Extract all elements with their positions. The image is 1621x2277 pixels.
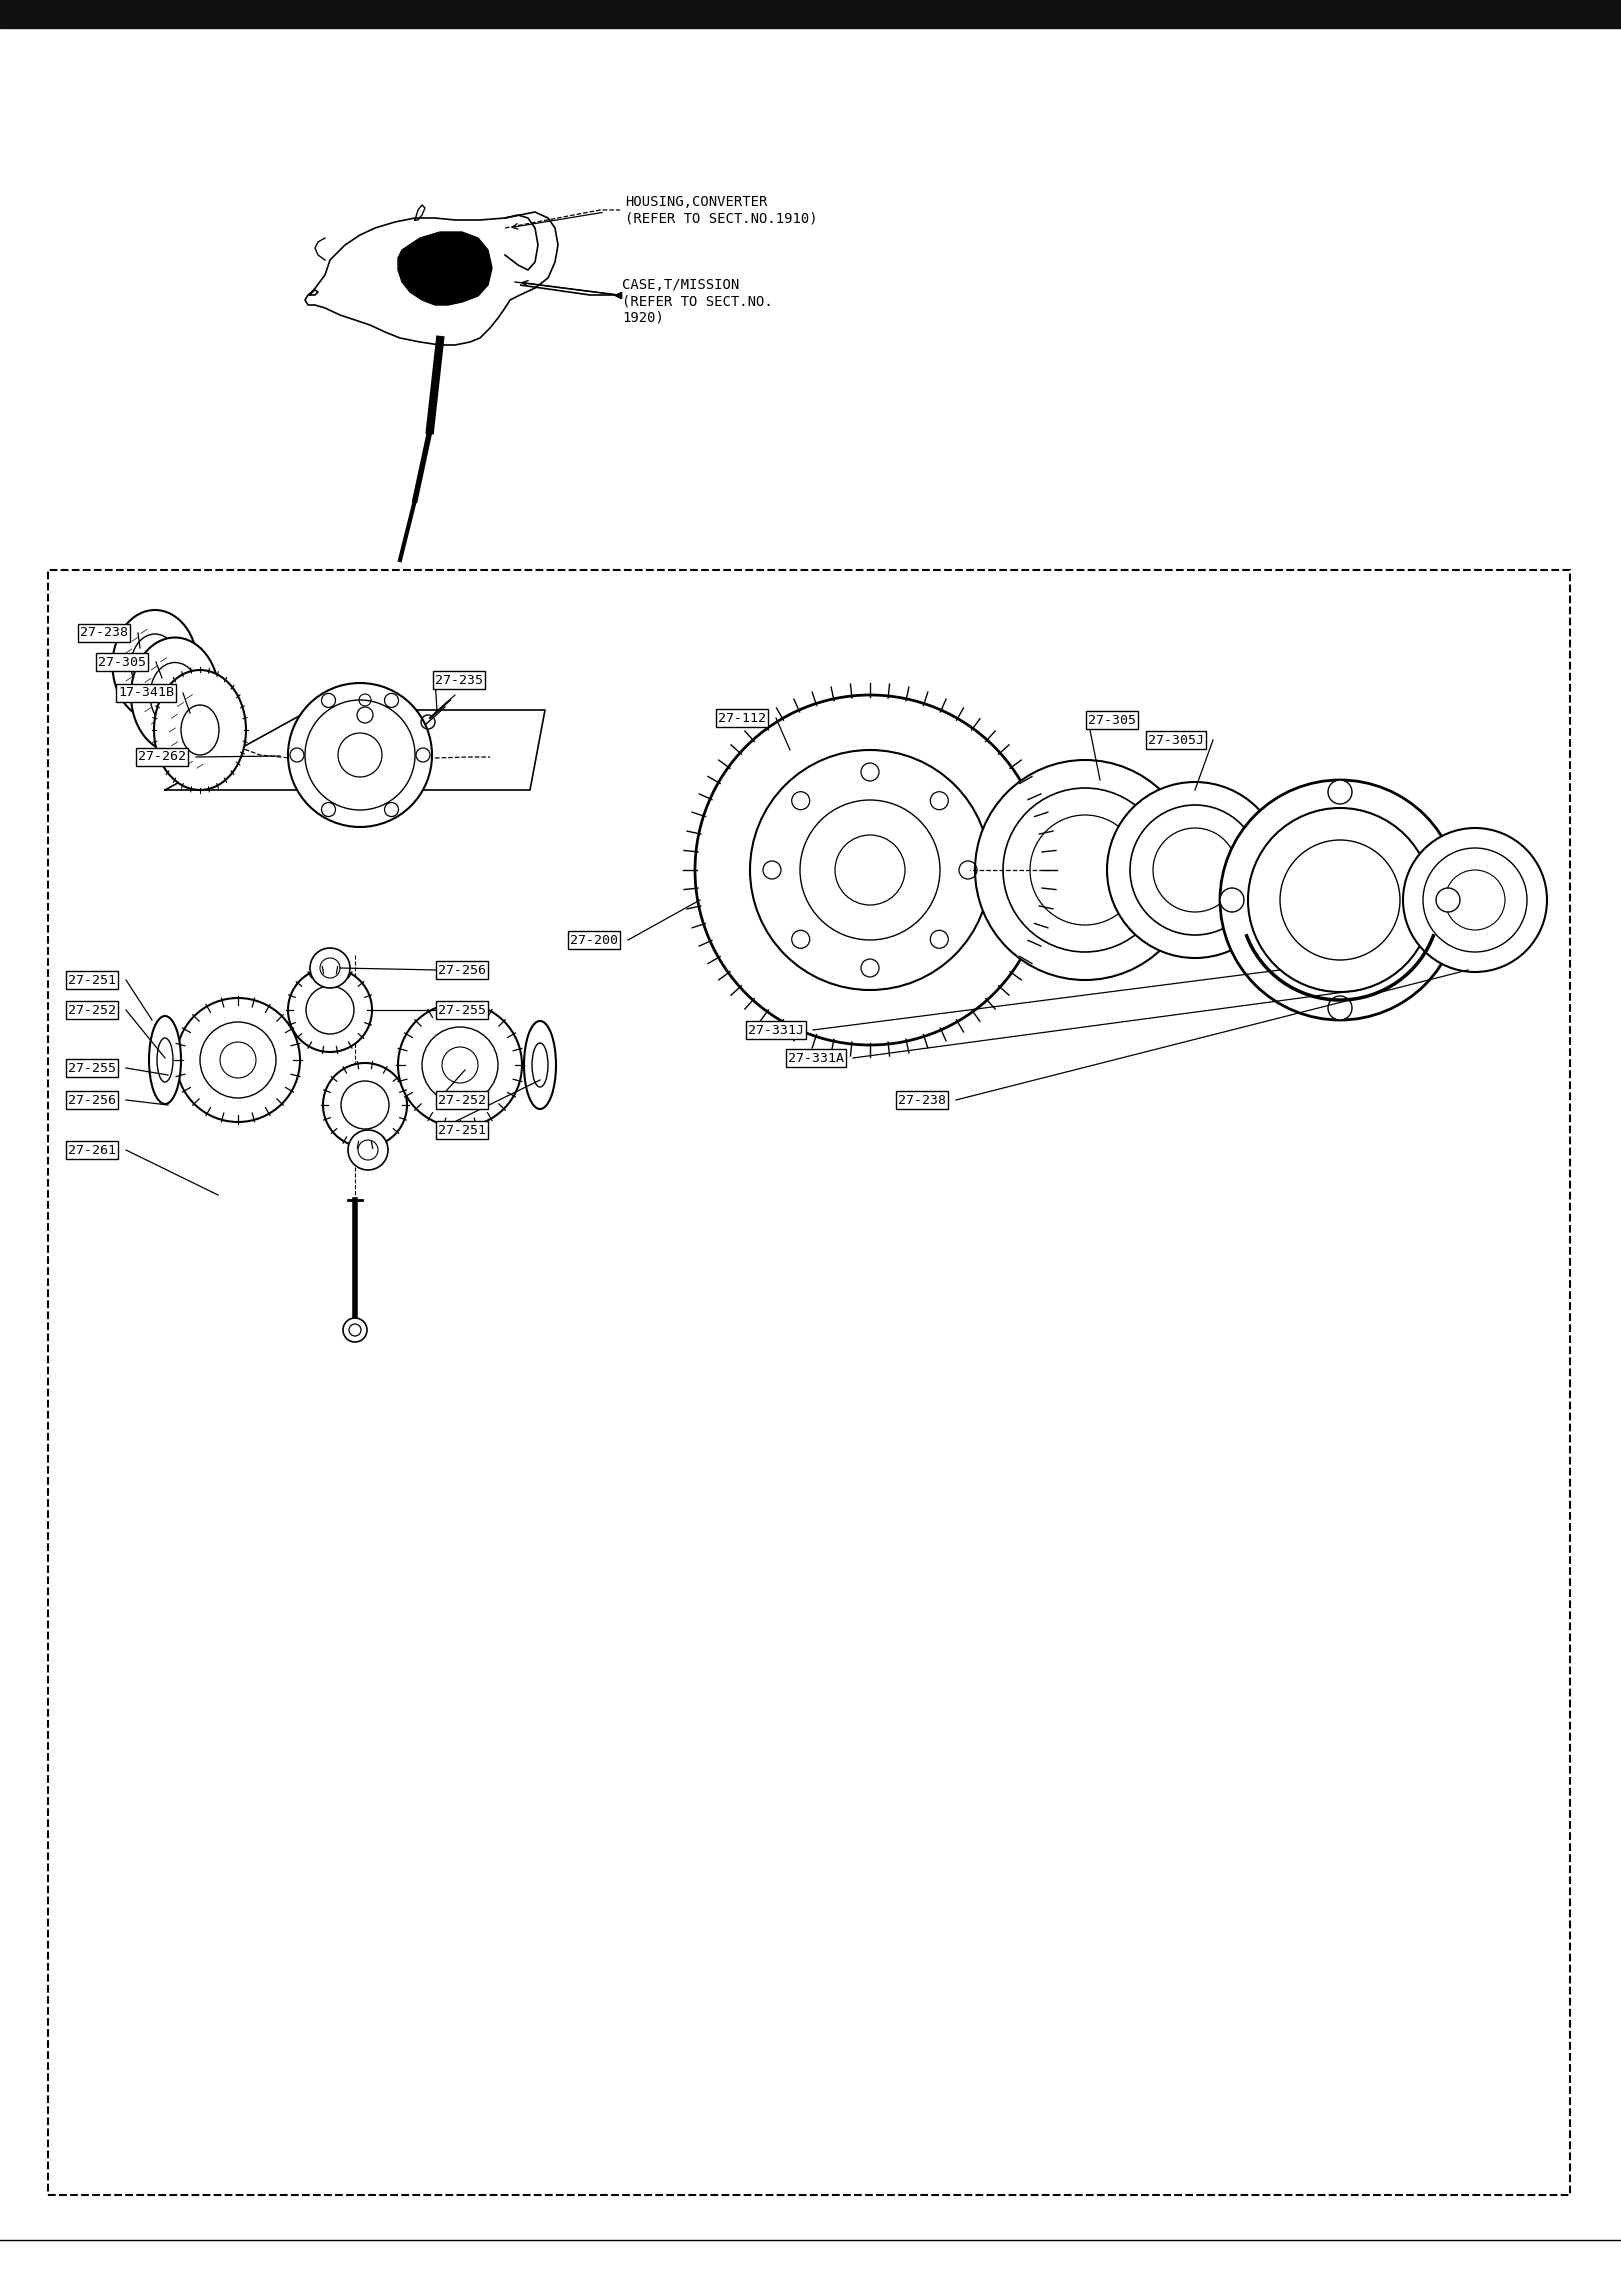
Circle shape: [399, 1002, 522, 1127]
Ellipse shape: [131, 638, 219, 751]
Circle shape: [1328, 781, 1352, 804]
Circle shape: [695, 694, 1046, 1045]
Polygon shape: [165, 710, 545, 790]
Text: 27-238: 27-238: [898, 1093, 947, 1107]
Circle shape: [1153, 829, 1237, 913]
Text: 27-238: 27-238: [79, 626, 128, 640]
Circle shape: [339, 733, 383, 776]
Circle shape: [177, 997, 300, 1123]
Ellipse shape: [524, 1020, 556, 1109]
Text: 27-256: 27-256: [438, 963, 486, 977]
Circle shape: [443, 1047, 478, 1084]
Circle shape: [1003, 788, 1167, 952]
Text: 27-235: 27-235: [434, 674, 483, 685]
Circle shape: [1221, 888, 1243, 913]
Circle shape: [1404, 829, 1546, 972]
Text: 27-262: 27-262: [138, 751, 186, 763]
Circle shape: [199, 1022, 276, 1098]
Ellipse shape: [182, 706, 219, 756]
Ellipse shape: [157, 1038, 173, 1082]
Text: HOUSING,CONVERTER
(REFER TO SECT.NO.1910): HOUSING,CONVERTER (REFER TO SECT.NO.1910…: [626, 196, 817, 225]
Text: 27-200: 27-200: [571, 934, 618, 947]
Bar: [0, 0, 1621, 27]
Text: CASE,T/MISSION
(REFER TO SECT.NO.
1920): CASE,T/MISSION (REFER TO SECT.NO. 1920): [622, 278, 773, 323]
Circle shape: [340, 1082, 389, 1129]
Text: 27-261: 27-261: [68, 1143, 117, 1157]
Circle shape: [421, 1027, 498, 1102]
Circle shape: [305, 699, 415, 811]
Circle shape: [306, 986, 353, 1034]
Circle shape: [289, 683, 433, 827]
Circle shape: [349, 1323, 361, 1337]
Circle shape: [835, 836, 905, 904]
Text: 27-256: 27-256: [68, 1093, 117, 1107]
Ellipse shape: [112, 610, 198, 720]
Text: 27-305: 27-305: [1088, 713, 1136, 726]
Circle shape: [323, 1063, 407, 1148]
Text: 27-305: 27-305: [97, 656, 146, 669]
Text: 27-112: 27-112: [718, 710, 767, 724]
Circle shape: [1423, 847, 1527, 952]
Text: 27-252: 27-252: [438, 1093, 486, 1107]
Circle shape: [358, 1141, 378, 1159]
Circle shape: [1248, 808, 1431, 993]
Circle shape: [220, 1043, 256, 1077]
Circle shape: [1444, 870, 1504, 929]
Text: 27-251: 27-251: [68, 975, 117, 986]
Text: 27-255: 27-255: [68, 1061, 117, 1075]
Circle shape: [344, 1318, 366, 1341]
Ellipse shape: [532, 1043, 548, 1086]
Circle shape: [1436, 888, 1461, 913]
Polygon shape: [399, 232, 493, 305]
Text: 27-252: 27-252: [68, 1004, 117, 1016]
Circle shape: [1029, 815, 1140, 924]
Circle shape: [1130, 806, 1260, 936]
Ellipse shape: [151, 663, 199, 726]
Text: 27-331A: 27-331A: [788, 1052, 845, 1066]
Circle shape: [319, 959, 340, 979]
Text: 27-331J: 27-331J: [747, 1022, 804, 1036]
Circle shape: [1221, 781, 1461, 1020]
Circle shape: [751, 749, 990, 990]
Circle shape: [310, 947, 350, 988]
Circle shape: [1281, 840, 1401, 961]
Text: 27-251: 27-251: [438, 1123, 486, 1136]
Text: 27-305J: 27-305J: [1148, 733, 1204, 747]
Circle shape: [349, 1129, 387, 1170]
Circle shape: [1328, 995, 1352, 1020]
Text: 17-341B: 17-341B: [118, 685, 173, 699]
Circle shape: [974, 761, 1195, 979]
Circle shape: [289, 968, 371, 1052]
Ellipse shape: [131, 633, 178, 697]
Circle shape: [1107, 781, 1282, 959]
Text: 27-255: 27-255: [438, 1004, 486, 1016]
Ellipse shape: [149, 1016, 182, 1104]
Circle shape: [801, 799, 940, 940]
Ellipse shape: [154, 669, 246, 790]
